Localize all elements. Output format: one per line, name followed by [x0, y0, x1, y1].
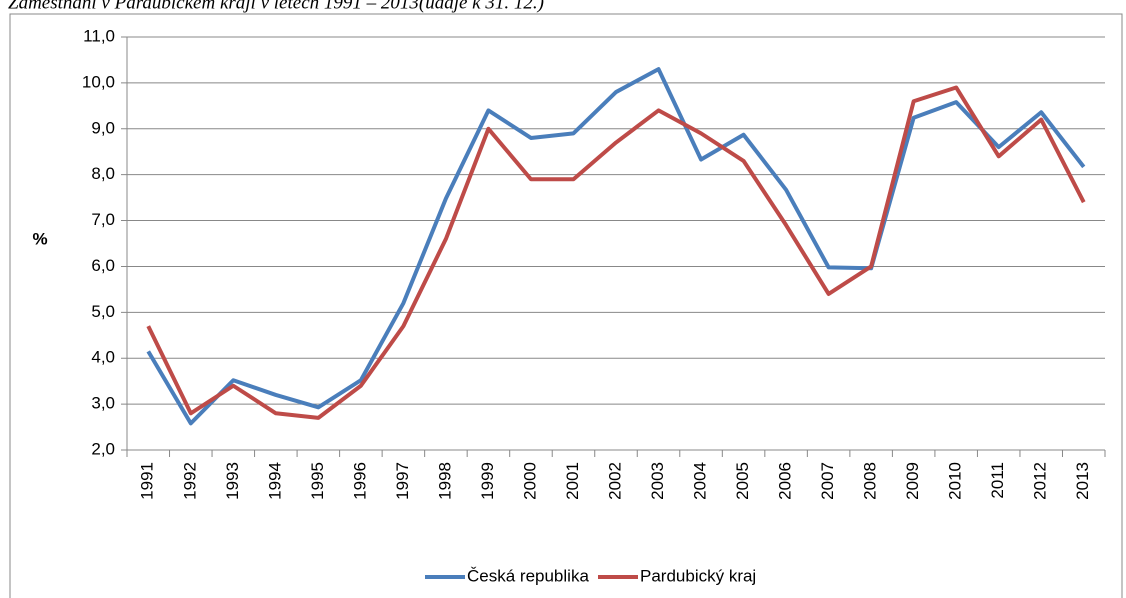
x-tick-label: 1995 — [308, 462, 327, 500]
x-tick-label: 1991 — [138, 462, 157, 500]
y-tick-label: 9,0 — [91, 118, 115, 137]
x-tick-label: 2006 — [776, 462, 795, 500]
y-tick-label: 4,0 — [91, 348, 115, 367]
y-tick-label: 10,0 — [82, 72, 115, 91]
y-tick-label: 5,0 — [91, 302, 115, 321]
chart-border — [9, 13, 1123, 598]
x-tick-label: 2002 — [605, 462, 624, 500]
x-tick-label: 2011 — [988, 462, 1007, 499]
y-tick-label: 7,0 — [91, 210, 115, 229]
legend-label: Pardubický kraj — [640, 566, 756, 585]
series-line — [146, 67, 1086, 426]
x-tick-label: 2008 — [861, 462, 880, 500]
x-tick-label: 2010 — [946, 462, 965, 500]
y-tick-label: 6,0 — [91, 256, 115, 275]
x-tick-label: 1993 — [223, 462, 242, 500]
y-axis-label: % — [32, 229, 47, 248]
y-tick-label: 8,0 — [91, 164, 115, 183]
x-tick-label: 1996 — [350, 462, 369, 500]
x-tick-label: 2004 — [691, 462, 710, 500]
x-tick-label: 1999 — [478, 462, 497, 500]
x-tick-label: 2005 — [733, 462, 752, 500]
x-tick-label: 1997 — [393, 462, 412, 500]
x-tick-label: 2003 — [648, 462, 667, 500]
y-tick-label: 2,0 — [91, 439, 115, 458]
x-tick-label: 2012 — [1031, 462, 1050, 500]
x-tick-label: 1994 — [265, 462, 284, 500]
chart-title: Zaměstnání v Pardubickém kraji v letech … — [8, 0, 544, 13]
x-tick-label: 2007 — [818, 462, 837, 500]
series-line — [146, 85, 1086, 420]
legend-label: Česká republika — [467, 566, 589, 585]
x-tick-label: 2013 — [1073, 462, 1092, 500]
x-tick-label: 1998 — [435, 462, 454, 500]
y-tick-label: 3,0 — [91, 394, 115, 413]
y-tick-label: 11,0 — [83, 26, 115, 45]
x-tick-label: 2000 — [520, 462, 539, 500]
x-tick-label: 2001 — [563, 462, 582, 500]
x-tick-label: 2009 — [903, 462, 922, 500]
x-tick-label: 1992 — [180, 462, 199, 500]
